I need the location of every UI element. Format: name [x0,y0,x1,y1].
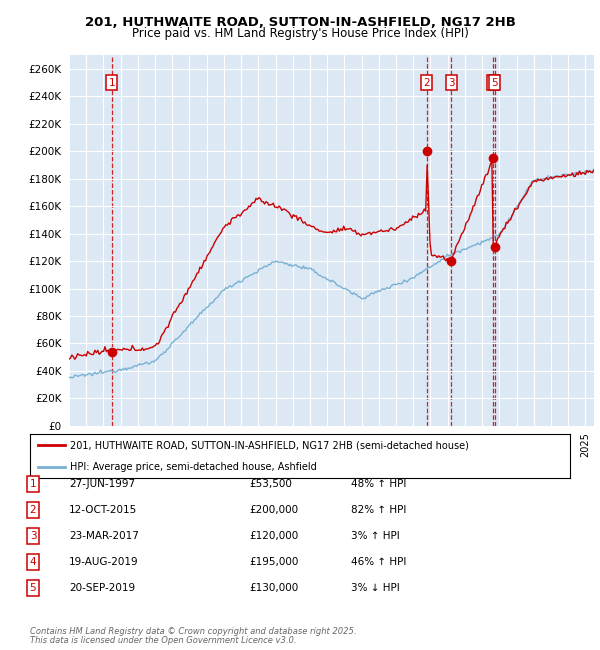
Text: 4: 4 [29,557,37,567]
Text: HPI: Average price, semi-detached house, Ashfield: HPI: Average price, semi-detached house,… [71,462,317,472]
Text: £120,000: £120,000 [249,531,298,541]
Text: 5: 5 [29,583,37,593]
Text: 3: 3 [448,78,455,88]
Text: This data is licensed under the Open Government Licence v3.0.: This data is licensed under the Open Gov… [30,636,296,645]
Text: £130,000: £130,000 [249,583,298,593]
Text: £195,000: £195,000 [249,557,298,567]
Text: 4: 4 [490,78,496,88]
Text: 2: 2 [29,505,37,515]
Text: 48% ↑ HPI: 48% ↑ HPI [351,479,406,489]
Text: 5: 5 [491,78,498,88]
Text: 82% ↑ HPI: 82% ↑ HPI [351,505,406,515]
Text: Price paid vs. HM Land Registry's House Price Index (HPI): Price paid vs. HM Land Registry's House … [131,27,469,40]
Text: 1: 1 [109,78,115,88]
Text: 1: 1 [29,479,37,489]
Text: 3% ↑ HPI: 3% ↑ HPI [351,531,400,541]
Text: 201, HUTHWAITE ROAD, SUTTON-IN-ASHFIELD, NG17 2HB (semi-detached house): 201, HUTHWAITE ROAD, SUTTON-IN-ASHFIELD,… [71,441,469,450]
Text: 3: 3 [29,531,37,541]
Text: £53,500: £53,500 [249,479,292,489]
Text: 19-AUG-2019: 19-AUG-2019 [69,557,139,567]
Text: £200,000: £200,000 [249,505,298,515]
Text: 12-OCT-2015: 12-OCT-2015 [69,505,137,515]
Text: 2: 2 [424,78,430,88]
Text: 201, HUTHWAITE ROAD, SUTTON-IN-ASHFIELD, NG17 2HB: 201, HUTHWAITE ROAD, SUTTON-IN-ASHFIELD,… [85,16,515,29]
Text: 20-SEP-2019: 20-SEP-2019 [69,583,135,593]
Text: Contains HM Land Registry data © Crown copyright and database right 2025.: Contains HM Land Registry data © Crown c… [30,627,356,636]
Text: 3% ↓ HPI: 3% ↓ HPI [351,583,400,593]
Text: 46% ↑ HPI: 46% ↑ HPI [351,557,406,567]
Text: 27-JUN-1997: 27-JUN-1997 [69,479,135,489]
Text: 23-MAR-2017: 23-MAR-2017 [69,531,139,541]
